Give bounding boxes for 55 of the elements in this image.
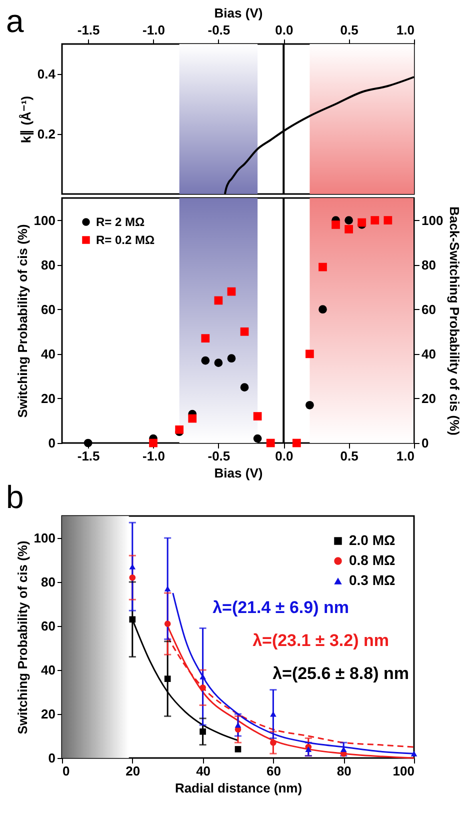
y-tick-label: 0 (48, 436, 56, 450)
y2-tick-label: 20 (422, 390, 436, 406)
y-tick-label: 40 (41, 662, 56, 678)
y-axis-title: k∥ (Å⁻¹) (18, 96, 34, 144)
y2-tick-label: 100 (422, 212, 444, 228)
legend-label: R= 0.2 MΩ (96, 233, 156, 247)
y-tick-label: 0.2 (37, 126, 56, 142)
x-tick-label: 40 (196, 764, 211, 778)
text: b (6, 479, 24, 515)
y-tick-label: 20 (41, 390, 56, 406)
x-tick-label: -1.0 (142, 22, 165, 38)
y-tick-label: 40 (41, 346, 56, 362)
x-tick-label: 0.0 (275, 22, 294, 38)
y-tick-label: 80 (41, 257, 56, 272)
x-tick-label: 0.0 (275, 448, 294, 464)
x-tick-label: -1.5 (77, 448, 100, 464)
annotation: λ=(23.1 ± 3.2) nm (252, 631, 389, 650)
y2-tick-label: 40 (422, 346, 436, 362)
x-tick-label: 80 (336, 764, 352, 778)
y-tick-label: 60 (41, 302, 56, 317)
x-tick-label: 100 (392, 764, 414, 778)
y-tick-label: 0.4 (37, 66, 56, 82)
legend-label: 0.8 MΩ (349, 552, 396, 568)
y-tick-label: 100 (34, 212, 56, 228)
x-tick-label: -1.0 (142, 448, 165, 464)
legend-label: 2.0 MΩ (349, 532, 396, 548)
y-tick-label: 100 (34, 530, 56, 546)
y2-axis-title: Back-Switching Probability of cis (%) (447, 206, 462, 436)
x-axis-title: Bias (V) (214, 466, 263, 480)
y-axis-title: Switching Probability of cis (%) (14, 540, 30, 734)
y2-tick-label: 0 (422, 436, 429, 450)
x-tick-label: -1.5 (77, 22, 100, 38)
y2-tick-label: 60 (422, 302, 436, 317)
y-axis-title: Switching Probability of cis (%) (14, 224, 30, 418)
x-tick-label: -0.5 (208, 448, 230, 464)
x-tick-label: 60 (266, 764, 281, 778)
annotation: λ=(25.6 ± 8.8) nm (272, 664, 409, 683)
x-tick-label: 0 (62, 764, 70, 778)
x-axis-title: Bias (V) (214, 6, 263, 20)
y-tick-label: 60 (41, 618, 56, 634)
y-tick-label: 80 (41, 574, 56, 590)
x-tick-label: 1.0 (396, 22, 414, 38)
y-tick-label: 20 (41, 706, 56, 722)
x-tick-label: 20 (126, 764, 140, 778)
x-axis-title: Radial distance (nm) (174, 780, 302, 796)
legend-label: 0.3 MΩ (349, 572, 396, 588)
x-tick-label: 1.0 (396, 448, 414, 464)
y-tick-label: 0 (48, 750, 56, 766)
annotation: λ=(21.4 ± 6.9) nm (212, 598, 349, 617)
x-tick-label: -0.5 (208, 22, 230, 38)
x-tick-label: 0.5 (340, 448, 358, 464)
y2-tick-label: 80 (422, 257, 436, 272)
x-tick-label: 0.5 (340, 22, 358, 38)
legend-label: R= 2 MΩ (96, 215, 146, 229)
text: a (6, 3, 24, 39)
